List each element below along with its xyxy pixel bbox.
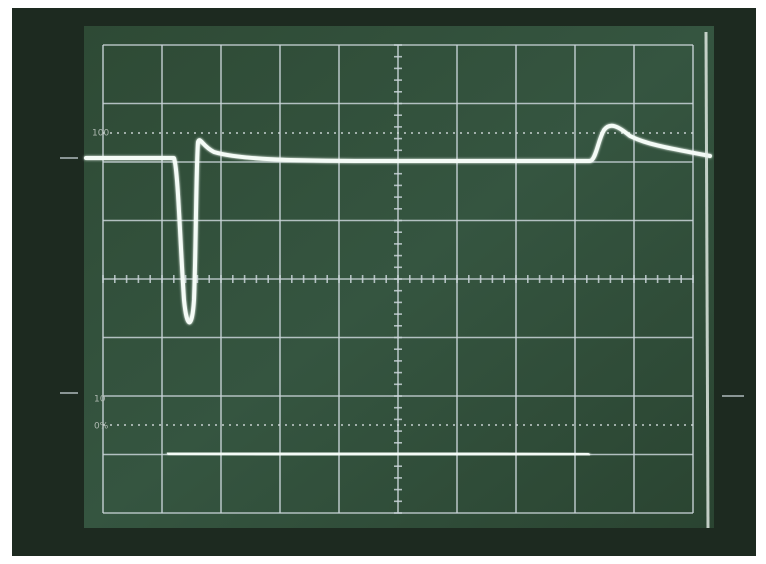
graticule-label: 10 (94, 395, 106, 405)
graticule-label: 100 (92, 129, 109, 139)
gate-low (167, 451, 590, 457)
screen-edge (704, 31, 710, 529)
screen (84, 26, 714, 528)
graticule-label: 0% (94, 422, 109, 432)
graticule (102, 44, 694, 514)
upper-trace (84, 123, 712, 325)
